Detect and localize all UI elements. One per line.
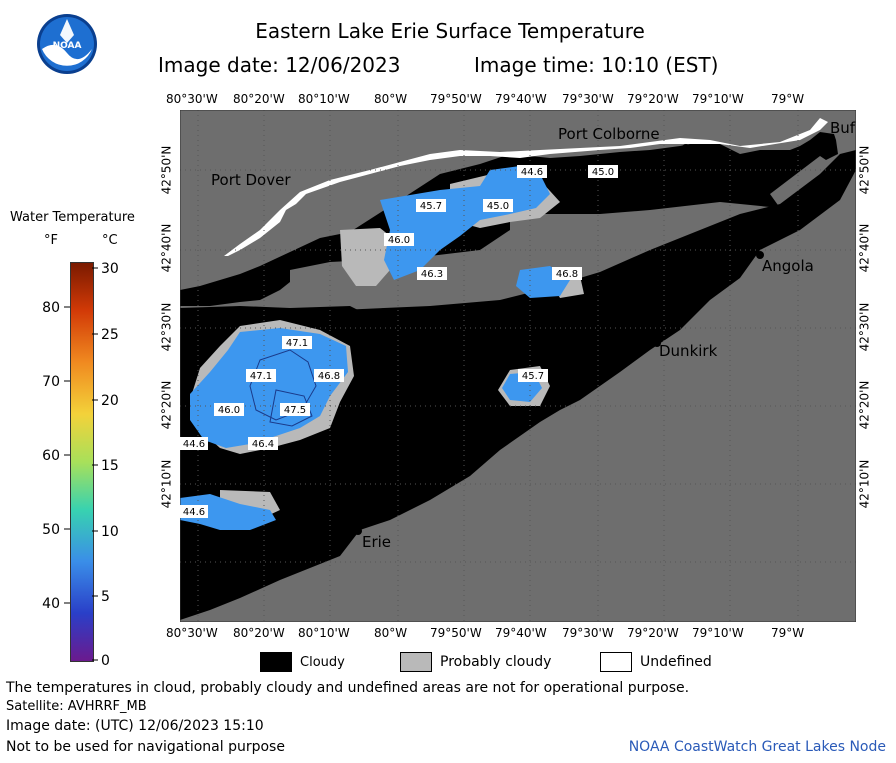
f-tick: 50 (42, 522, 60, 538)
lon-label: 79°30'W (562, 92, 614, 106)
lon-label: 79°20'W (627, 92, 679, 106)
place-dunkirk: Dunkirk (659, 342, 718, 360)
c-tick: 20 (101, 393, 119, 409)
lon-label: 79°20'W (627, 626, 679, 640)
place-erie: Erie (362, 533, 391, 551)
lake-map: 44.6 45.0 45.7 45.0 46.0 46.3 46.8 47.1 … (180, 110, 856, 622)
lon-label: 80°30'W (166, 626, 218, 640)
footer-nav: Not to be used for navigational purpose (6, 739, 285, 755)
c-tick: 30 (101, 261, 119, 277)
legend-cloudy: Cloudy (260, 652, 345, 672)
temp-label: 47.1 (286, 338, 308, 349)
temp-label: 44.6 (521, 167, 543, 178)
lon-label: 79°40'W (495, 92, 547, 106)
lon-label: 80°W (374, 626, 408, 640)
footer-utc: Image date: (UTC) 12/06/2023 15:10 (6, 718, 264, 734)
lon-label: 80°20'W (233, 92, 285, 106)
lat-label: 42°10'N (159, 459, 174, 509)
lon-label: 79°W (771, 92, 805, 106)
temp-label: 45.7 (522, 371, 544, 382)
temp-label: 46.0 (218, 405, 240, 416)
c-tick: 10 (101, 524, 119, 540)
lon-label: 80°30'W (166, 92, 218, 106)
water-temperature-areas (180, 166, 570, 530)
lat-lon-grid (180, 110, 856, 622)
lat-label: 42°30'N (857, 302, 872, 352)
temp-label: 45.0 (487, 201, 509, 212)
c-tick: 5 (101, 589, 110, 605)
legend-probably-cloudy-label: Probably cloudy (440, 654, 552, 670)
temp-label: 45.0 (592, 167, 614, 178)
lon-label: 79°50'W (430, 626, 482, 640)
place-labels: Port Colborne Port Dover Angola Dunkirk … (211, 119, 856, 551)
temp-label: 44.6 (183, 439, 205, 450)
lat-label: 42°40'N (159, 223, 174, 273)
page-title: Eastern Lake Erie Surface Temperature (255, 19, 645, 43)
noaa-logo: NOAA (37, 14, 97, 74)
lon-label: 79°40'W (495, 626, 547, 640)
lon-label: 79°30'W (562, 626, 614, 640)
lat-label: 42°40'N (857, 223, 872, 273)
colorbar-title: Water Temperature (10, 210, 135, 225)
legend-probably-cloudy: Probably cloudy (400, 652, 551, 672)
place-angola: Angola (762, 257, 814, 275)
temp-label: 45.7 (420, 201, 442, 212)
lon-label: 80°20'W (233, 626, 285, 640)
lat-label: 42°10'N (857, 459, 872, 509)
footer-credit: NOAA CoastWatch Great Lakes Node (628, 739, 886, 755)
temp-label: 46.0 (388, 235, 410, 246)
c-tick: 0 (101, 653, 110, 669)
temp-label: 46.4 (252, 439, 274, 450)
temp-label: 46.3 (421, 269, 443, 280)
temperature-labels: 44.6 45.0 45.7 45.0 46.0 46.3 46.8 47.1 … (180, 165, 618, 518)
lon-label: 80°10'W (298, 92, 350, 106)
f-tick: 70 (42, 374, 60, 390)
lon-label: 79°50'W (430, 92, 482, 106)
c-tick: 15 (101, 458, 119, 474)
temp-label: 47.5 (284, 405, 306, 416)
place-port-dover: Port Dover (211, 171, 291, 189)
lon-label: 79°W (771, 626, 805, 640)
lon-label: 79°10'W (692, 626, 744, 640)
lon-label: 80°10'W (298, 626, 350, 640)
lon-label: 79°10'W (692, 92, 744, 106)
lat-label: 42°20'N (857, 380, 872, 430)
cloudy-swatch (260, 652, 292, 672)
lat-label: 42°50'N (857, 145, 872, 195)
lon-label: 80°W (374, 92, 408, 106)
footer-note: The temperatures in cloud, probably clou… (6, 680, 690, 696)
temp-label: 47.1 (250, 371, 272, 382)
lat-label: 42°30'N (159, 302, 174, 352)
f-tick: 40 (42, 596, 60, 612)
colorbar (70, 262, 94, 662)
f-tick: 60 (42, 448, 60, 464)
image-date: Image date: 12/06/2023 (158, 53, 401, 77)
legend-undefined-label: Undefined (640, 654, 712, 670)
lat-label: 42°50'N (159, 145, 174, 195)
city-markers (354, 138, 836, 535)
c-tick: 25 (101, 327, 119, 343)
lat-label: 42°20'N (159, 380, 174, 430)
place-buffalo: Buf (830, 119, 856, 137)
undefined-swatch (600, 652, 632, 672)
temp-label: 46.8 (318, 371, 340, 382)
temp-label: 46.8 (556, 269, 578, 280)
probably-cloudy-swatch (400, 652, 432, 672)
legend-undefined: Undefined (600, 652, 712, 672)
footer-satellite: Satellite: AVHRRF_MB (6, 699, 147, 714)
svg-text:NOAA: NOAA (53, 41, 82, 51)
colorbar-unit-f: °F (44, 233, 58, 248)
colorbar-unit-c: °C (102, 233, 118, 248)
place-port-colborne: Port Colborne (558, 125, 660, 143)
legend-cloudy-label: Cloudy (300, 654, 345, 670)
image-time: Image time: 10:10 (EST) (474, 53, 719, 77)
colorbar-ticks: 80 70 60 50 40 30 25 20 15 10 5 0 (42, 261, 119, 669)
f-tick: 80 (42, 300, 60, 316)
temp-label: 44.6 (183, 507, 205, 518)
